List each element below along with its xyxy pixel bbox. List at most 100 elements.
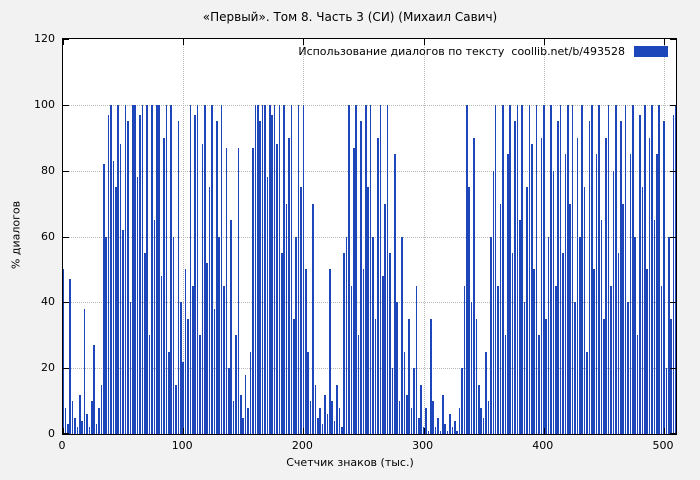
- bar: [576, 137, 579, 434]
- bar: [196, 104, 199, 434]
- bar: [273, 104, 276, 434]
- x-tick-label: 100: [171, 439, 193, 452]
- bar: [256, 104, 259, 434]
- bar: [480, 407, 483, 434]
- bar: [667, 236, 670, 434]
- bar: [542, 104, 545, 434]
- bar: [612, 170, 615, 434]
- bar: [377, 137, 379, 434]
- bar: [540, 137, 543, 434]
- bar: [237, 147, 240, 434]
- legend-swatch: [634, 46, 668, 57]
- bar: [374, 318, 377, 434]
- bar: [175, 384, 177, 434]
- bar: [146, 104, 148, 434]
- y-tick-label: 120: [34, 32, 55, 45]
- bar: [151, 104, 153, 434]
- bar: [204, 104, 206, 434]
- bar: [454, 420, 456, 434]
- bar: [665, 368, 668, 434]
- bar: [516, 104, 519, 434]
- bar: [81, 420, 84, 434]
- bar: [634, 236, 636, 434]
- bar: [417, 417, 420, 434]
- bar: [629, 154, 632, 434]
- x-axis-tick: [63, 39, 64, 45]
- y-tick-label: 100: [34, 97, 55, 111]
- bar: [415, 285, 418, 434]
- bar: [530, 144, 533, 434]
- legend-label: Использование диалогов по тексту coollib…: [298, 45, 625, 58]
- bar: [396, 302, 398, 434]
- bar: [490, 236, 492, 434]
- bar: [410, 407, 413, 434]
- bar: [86, 414, 88, 434]
- y-tick-label: 0: [48, 427, 55, 440]
- bar: [504, 335, 507, 434]
- bar: [401, 236, 403, 434]
- bar: [112, 160, 115, 434]
- bar: [398, 401, 401, 434]
- bar: [319, 407, 321, 434]
- bar: [213, 308, 216, 434]
- bar: [648, 137, 651, 434]
- bar: [430, 318, 432, 434]
- bar: [71, 401, 74, 434]
- bar: [216, 121, 218, 434]
- bar: [268, 104, 271, 434]
- y-axis-tick: [670, 170, 676, 172]
- bar: [651, 104, 653, 434]
- bar: [292, 318, 295, 434]
- x-axis-tick: [423, 428, 425, 434]
- bar: [403, 351, 406, 434]
- bar: [466, 104, 468, 434]
- bar: [218, 236, 221, 434]
- y-axis-tick: [63, 433, 69, 434]
- x-axis-tick: [543, 39, 545, 45]
- bar: [235, 335, 237, 434]
- bar: [345, 236, 348, 434]
- bar: [357, 335, 360, 434]
- x-axis-tick: [63, 428, 64, 434]
- y-axis-tick: [670, 236, 676, 238]
- bar: [538, 335, 540, 434]
- bar: [172, 236, 175, 434]
- bar: [295, 236, 297, 434]
- bar: [458, 407, 461, 434]
- bar: [93, 345, 96, 434]
- bar: [348, 104, 350, 434]
- bar: [535, 104, 538, 434]
- bar: [201, 144, 204, 434]
- bar: [446, 430, 449, 434]
- x-axis-tick: [663, 428, 665, 434]
- bar: [141, 104, 144, 434]
- bar: [247, 407, 249, 434]
- bar: [475, 318, 478, 434]
- y-axis-tick: [63, 39, 69, 40]
- bar: [641, 187, 644, 434]
- bar: [192, 285, 194, 434]
- bar: [333, 420, 336, 434]
- x-axis-tick: [303, 39, 305, 45]
- bar: [521, 104, 523, 434]
- chart-title: «Первый». Том 8. Часть 3 (СИ) (Михаил Са…: [202, 10, 498, 24]
- bar: [610, 285, 612, 434]
- y-axis-tick: [63, 368, 69, 370]
- bar: [658, 104, 660, 434]
- x-axis-tick: [303, 428, 305, 434]
- bar: [646, 269, 648, 434]
- grid-line-vertical: [183, 39, 185, 434]
- bar: [494, 104, 497, 434]
- bar: [119, 144, 122, 434]
- bar: [134, 104, 136, 434]
- bar: [160, 276, 163, 434]
- x-tick-label: 0: [58, 439, 66, 452]
- grid-line-horizontal: [63, 104, 676, 106]
- bar: [607, 104, 610, 434]
- grid-line-vertical: [423, 39, 425, 434]
- bar: [283, 104, 285, 434]
- bar: [514, 121, 516, 434]
- bar: [550, 104, 552, 434]
- bar: [593, 269, 596, 434]
- bar: [95, 424, 98, 434]
